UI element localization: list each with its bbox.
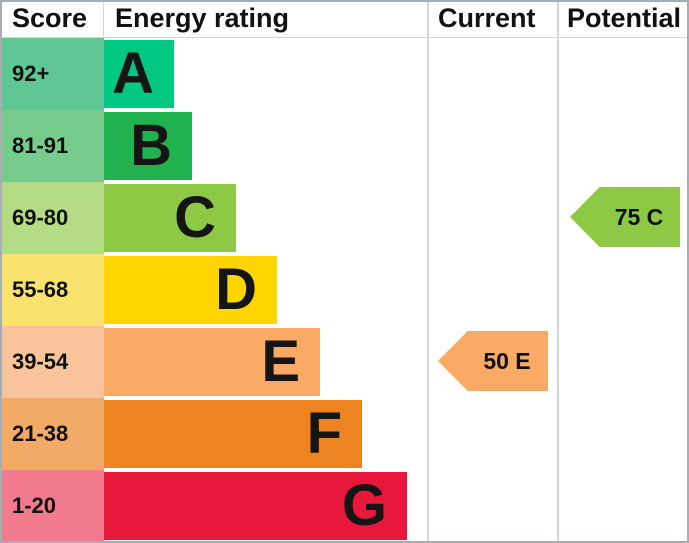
band-row-e: 39-54 E (0, 326, 689, 398)
header-current-label: Current (438, 3, 536, 33)
header-energy-rating: Energy rating (104, 0, 427, 37)
band-row-f: 21-38 F (0, 398, 689, 470)
band-row-a: 92+ A (0, 38, 689, 110)
potential-rating-label: 75 C (614, 203, 664, 230)
score-range-a: 92+ (0, 38, 104, 110)
band-row-c: 69-80 C (0, 182, 689, 254)
header-row: Score Energy rating Current Potential (0, 0, 689, 38)
score-range-b: 81-91 (0, 110, 104, 182)
score-range-f: 21-38 (0, 398, 104, 470)
score-range-g: 1-20 (0, 470, 104, 542)
band-row-g: 1-20 G (0, 470, 689, 542)
band-bar-f: F (104, 400, 362, 468)
header-score: Score (0, 0, 104, 37)
score-range-e: 39-54 (0, 326, 104, 398)
band-bar-d: D (104, 256, 277, 324)
current-rating-label: 50 E (483, 347, 531, 374)
potential-column-divider (557, 0, 559, 543)
current-column-divider (427, 0, 429, 543)
band-row-d: 55-68 D (0, 254, 689, 326)
header-current: Current (427, 0, 557, 37)
band-row-b: 81-91 B (0, 110, 689, 182)
header-potential-label: Potential (567, 3, 682, 33)
score-range-c: 69-80 (0, 182, 104, 254)
header-score-label: Score (12, 3, 88, 33)
header-energy-rating-label: Energy rating (115, 3, 290, 33)
bands-container: 92+ A 81-91 B 69-80 C 55-68 D 39-54 E 21-38 F 1-20 G (0, 38, 689, 542)
header-potential: Potential (557, 0, 689, 37)
band-bar-e: E (104, 328, 320, 396)
band-bar-b: B (104, 112, 192, 180)
score-range-d: 55-68 (0, 254, 104, 326)
band-bar-g: G (104, 472, 407, 540)
band-bar-a: A (104, 40, 174, 108)
band-bar-c: C (104, 184, 236, 252)
